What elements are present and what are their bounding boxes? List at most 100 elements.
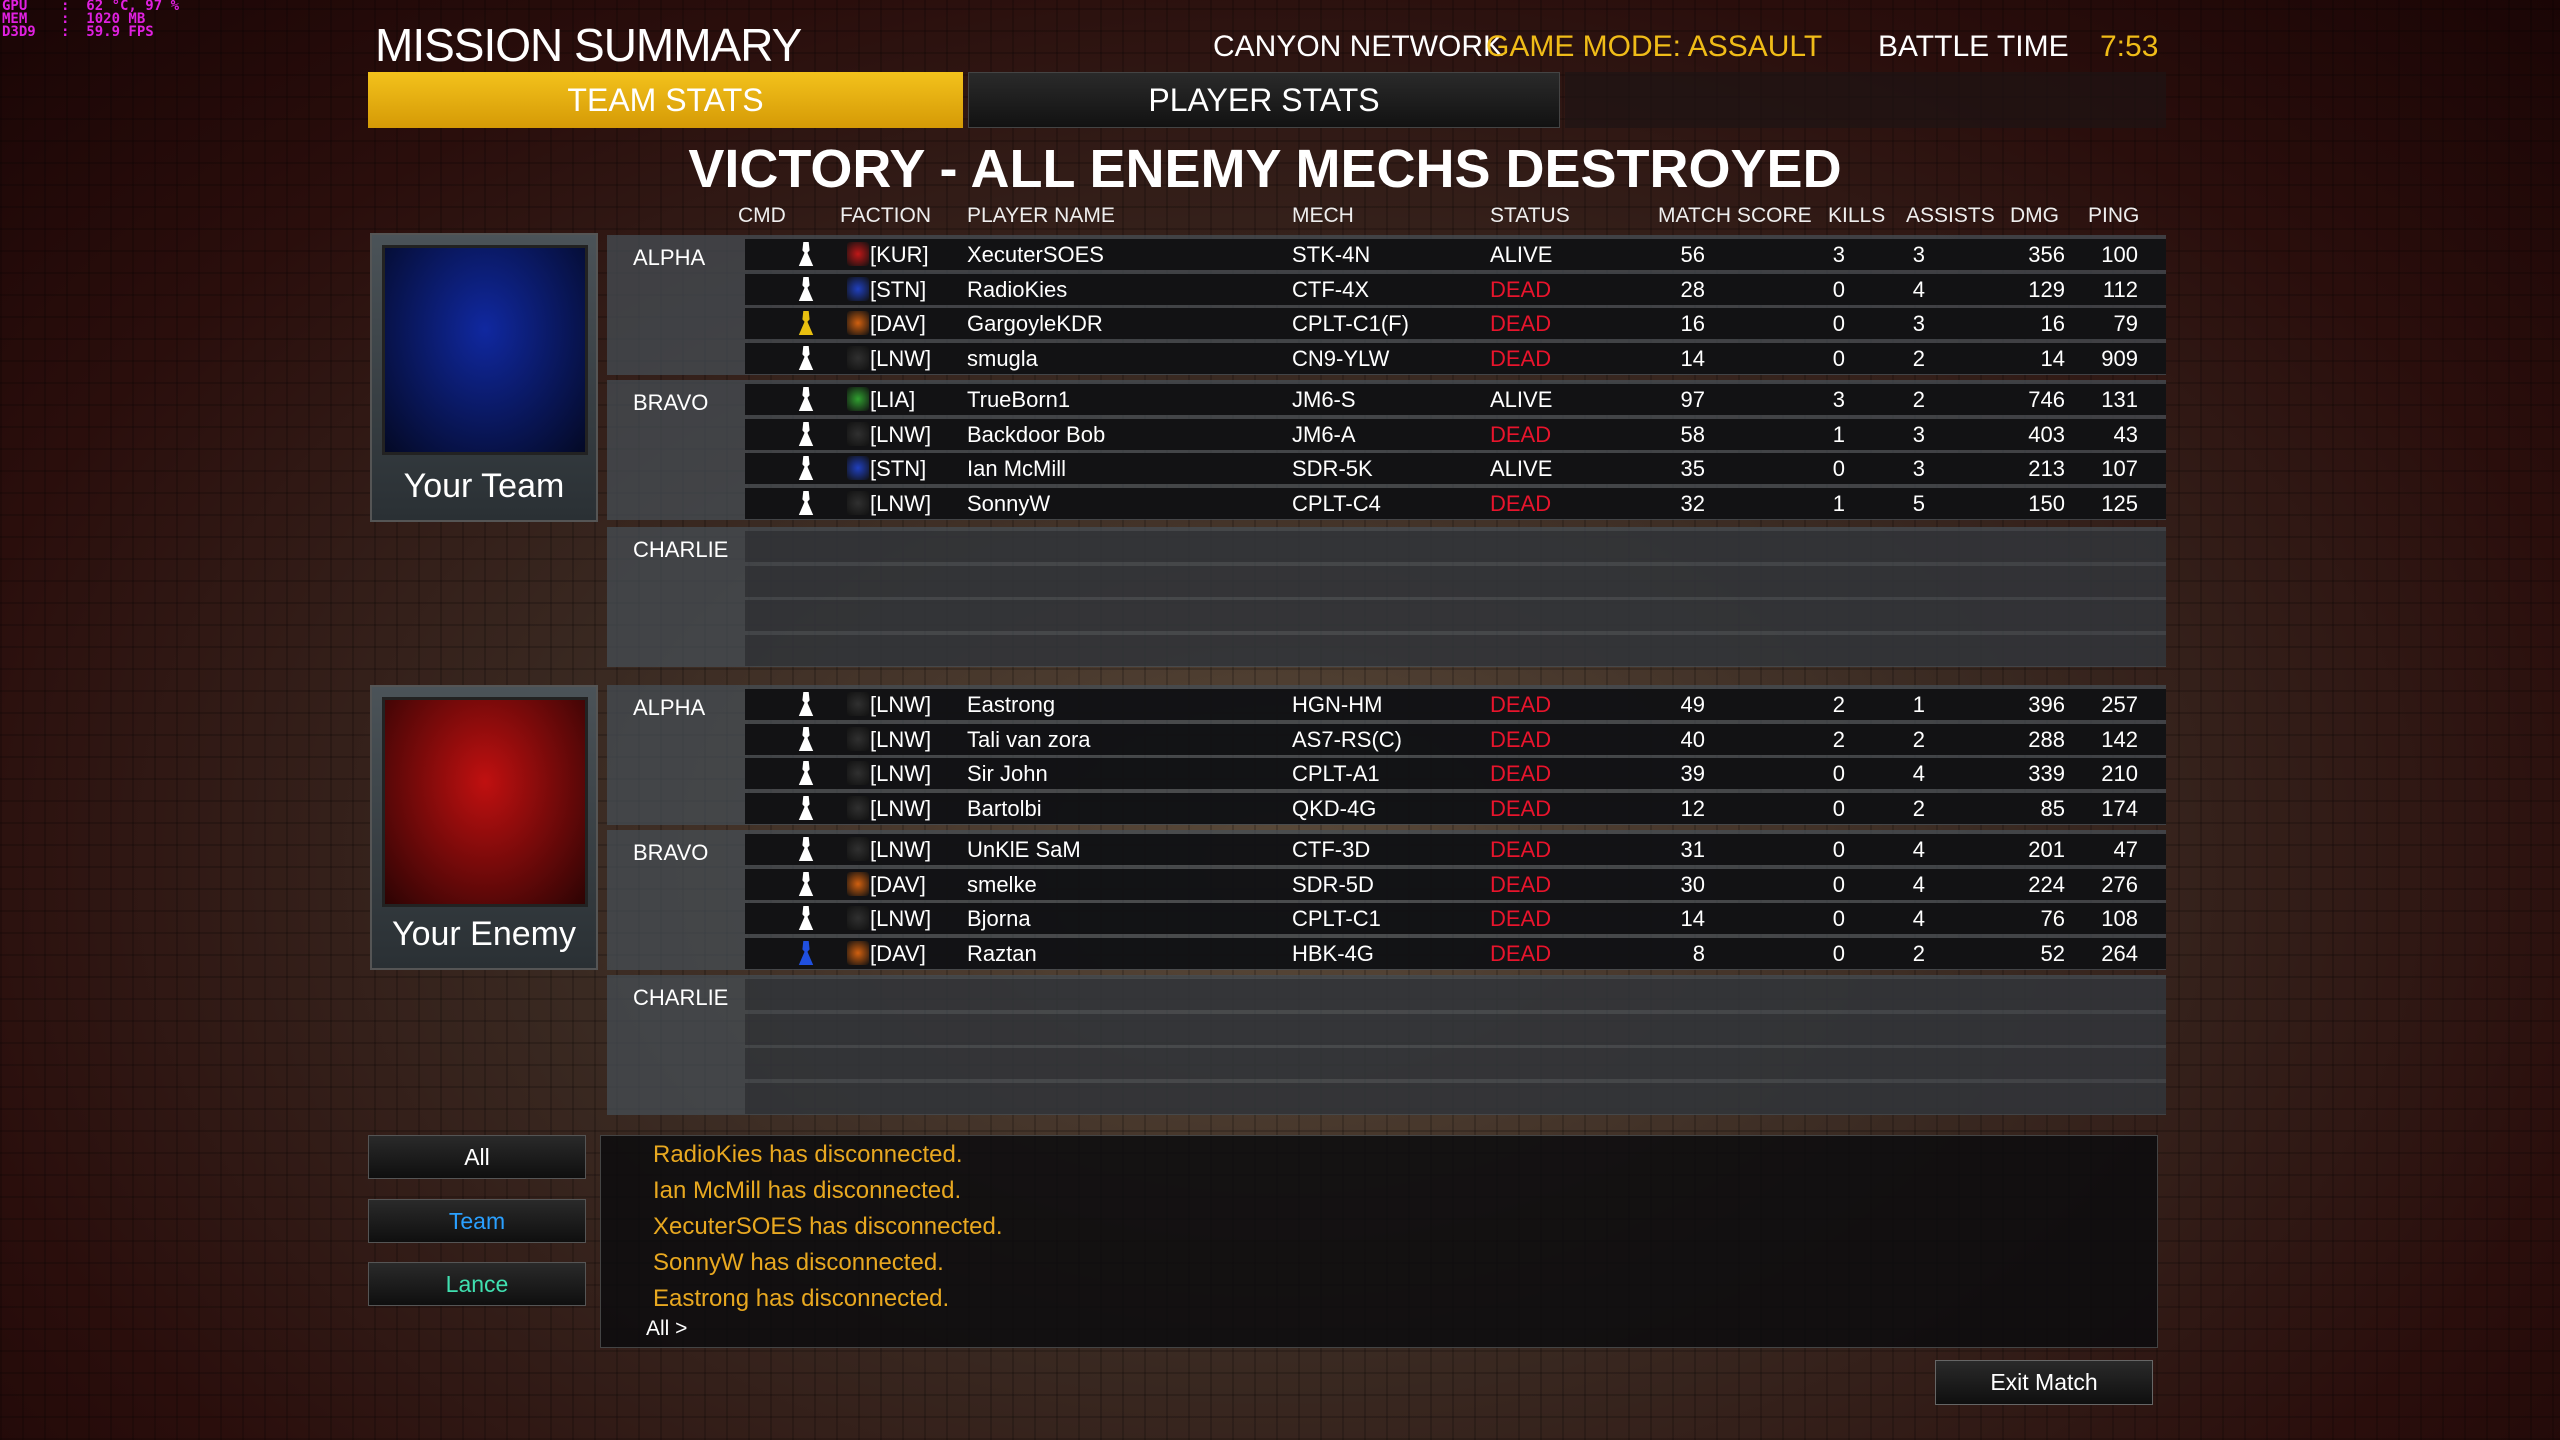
player-row[interactable]: [LNW] SonnyW CPLT-C4 DEAD 32 1 5 150 125 (745, 488, 2166, 519)
lance-charlie: CHARLIE (607, 975, 2166, 1115)
tab-player-stats[interactable]: PLAYER STATS (968, 72, 1560, 128)
faction-stn-icon (847, 277, 869, 301)
ping: 210 (2101, 761, 2138, 786)
player-icon (798, 906, 814, 930)
player-icon (798, 491, 814, 515)
ping: 125 (2101, 491, 2138, 516)
ping: 909 (2101, 346, 2138, 371)
chat-filter-lance[interactable]: Lance (368, 1262, 586, 1306)
col-kills: KILLS (1828, 204, 1886, 227)
kills: 0 (1832, 277, 1845, 302)
player-name: Eastrong (967, 692, 1056, 717)
team-flag (382, 697, 588, 907)
ping: 107 (2101, 456, 2138, 481)
empty-slot (745, 635, 2166, 666)
status: DEAD (1490, 796, 1552, 821)
commander-icon (798, 311, 814, 335)
damage: 16 (2040, 311, 2065, 336)
player-row[interactable]: [LNW] Sir John CPLT-A1 DEAD 39 0 4 339 2… (745, 758, 2166, 789)
exit-match-button[interactable]: Exit Match (1935, 1360, 2153, 1405)
map-name: CANYON NETWORK (1213, 30, 1504, 63)
player-row[interactable]: [LNW] Backdoor Bob JM6-A DEAD 58 1 3 403… (745, 419, 2166, 450)
damage: 129 (2028, 277, 2065, 302)
commander-blue-icon (798, 941, 814, 965)
tab-team-stats[interactable]: TEAM STATS (368, 72, 963, 128)
faction-tag: [LNW] (870, 761, 932, 786)
faction-tag: [LNW] (870, 837, 932, 862)
mech: STK-4N (1292, 242, 1371, 267)
status: ALIVE (1490, 387, 1553, 412)
status: DEAD (1490, 837, 1552, 862)
assists: 2 (1912, 727, 1925, 752)
kills: 0 (1832, 906, 1845, 931)
tab-bar-filler (1565, 72, 2166, 128)
player-row[interactable]: [LNW] Eastrong HGN-HM DEAD 49 2 1 396 25… (745, 689, 2166, 720)
faction-lnw-icon (847, 422, 869, 446)
damage: 52 (2040, 941, 2065, 966)
status: ALIVE (1490, 242, 1553, 267)
kills: 0 (1832, 837, 1845, 862)
chat-log: RadioKies has disconnected. Ian McMill h… (600, 1135, 2158, 1348)
faction-tag: [LNW] (870, 727, 932, 752)
player-row[interactable]: [DAV] GargoyleKDR CPLT-C1(F) DEAD 16 0 3… (745, 308, 2166, 339)
mech: HBK-4G (1292, 941, 1374, 966)
ping: 276 (2101, 872, 2138, 897)
lance-label: ALPHA (633, 245, 706, 270)
faction-lnw-icon (847, 491, 869, 515)
damage: 150 (2028, 491, 2065, 516)
assists: 1 (1912, 692, 1925, 717)
ping: 100 (2101, 242, 2138, 267)
chat-message: Ian McMill has disconnected. (653, 1177, 962, 1204)
player-row[interactable]: [LNW] Bartolbi QKD-4G DEAD 12 0 2 85 174 (745, 793, 2166, 824)
faction-tag: [LNW] (870, 692, 932, 717)
faction-tag: [LNW] (870, 422, 932, 447)
match-score: 97 (1680, 387, 1705, 412)
assists: 4 (1912, 906, 1925, 931)
faction-tag: [LNW] (870, 346, 932, 371)
player-icon (798, 837, 814, 861)
player-row[interactable]: [STN] Ian McMill SDR-5K ALIVE 35 0 3 213… (745, 453, 2166, 484)
player-name: UnKlE SaM (967, 837, 1081, 862)
ping: 112 (2102, 277, 2138, 302)
your-team-panel: Your Team (370, 233, 598, 522)
player-row[interactable]: [LNW] Tali van zora AS7-RS(C) DEAD 40 2 … (745, 724, 2166, 755)
player-row[interactable]: [DAV] Raztan HBK-4G DEAD 8 0 2 52 264 (745, 938, 2166, 969)
empty-slot (745, 1083, 2166, 1114)
kills: 0 (1832, 761, 1845, 786)
kills: 0 (1832, 311, 1845, 336)
player-name: smelke (967, 872, 1037, 897)
faction-tag: [LNW] (870, 906, 932, 931)
player-row[interactable]: [LNW] Bjorna CPLT-C1 DEAD 14 0 4 76 108 (745, 903, 2166, 934)
player-row[interactable]: [KUR] XecuterSOES STK-4N ALIVE 56 3 3 35… (745, 239, 2166, 270)
player-row[interactable]: [DAV] smelke SDR-5D DEAD 30 0 4 224 276 (745, 869, 2166, 900)
damage: 213 (2028, 456, 2065, 481)
col-ping: PING (2088, 204, 2140, 227)
match-score: 31 (1680, 837, 1705, 862)
player-icon (798, 761, 814, 785)
col-assists: ASSISTS (1906, 204, 1995, 227)
chat-filter-all[interactable]: All (368, 1135, 586, 1179)
faction-lnw-icon (847, 727, 869, 751)
faction-tag: [DAV] (870, 941, 926, 966)
ping: 108 (2101, 906, 2138, 931)
chat-input[interactable]: All > (646, 1317, 688, 1340)
damage: 14 (2040, 346, 2065, 371)
player-icon (798, 277, 814, 301)
player-row[interactable]: [STN] RadioKies CTF-4X DEAD 28 0 4 129 1… (745, 274, 2166, 305)
player-icon (798, 346, 814, 370)
damage: 339 (2028, 761, 2065, 786)
damage: 76 (2040, 906, 2065, 931)
status: DEAD (1490, 491, 1552, 516)
chat-filter-team[interactable]: Team (368, 1199, 586, 1243)
col-cmd: CMD (738, 204, 786, 227)
faction-dav-icon (847, 941, 869, 965)
damage: 403 (2028, 422, 2065, 447)
faction-lnw-icon (847, 346, 869, 370)
player-row[interactable]: [LNW] UnKlE SaM CTF-3D DEAD 31 0 4 201 4… (745, 834, 2166, 865)
player-row[interactable]: [LNW] smugla CN9-YLW DEAD 14 0 2 14 909 (745, 343, 2166, 374)
player-name: smugla (967, 346, 1038, 371)
faction-lnw-icon (847, 837, 869, 861)
player-row[interactable]: [LIA] TrueBorn1 JM6-S ALIVE 97 3 2 746 1… (745, 384, 2166, 415)
assists: 4 (1912, 761, 1925, 786)
col-status: STATUS (1490, 204, 1570, 227)
